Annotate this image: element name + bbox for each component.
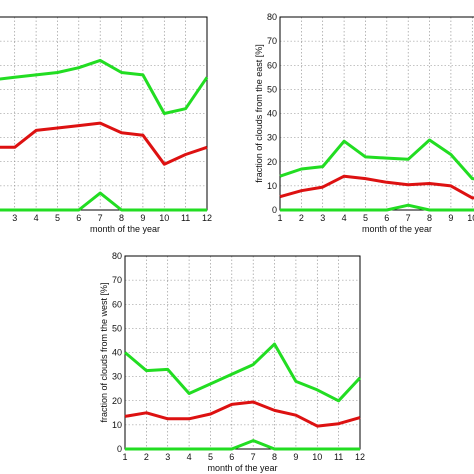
x-tick-label: 12: [202, 213, 212, 223]
x-tick-label: 3: [165, 452, 170, 462]
series-line-1: [124, 342, 362, 403]
y-axis-label: fraction of clouds from the west [%]: [99, 282, 109, 422]
series-line-2: [0, 121, 208, 166]
y-tick-label: 50: [112, 323, 122, 333]
x-axis-label: month of the year: [207, 463, 277, 473]
plot-frame: [279, 16, 474, 211]
series-line-3: [280, 203, 474, 212]
x-tick-label: 8: [272, 452, 277, 462]
x-tick-label: 5: [208, 452, 213, 462]
y-tick-label: 0: [272, 205, 277, 215]
y-tick-label: 10: [112, 420, 122, 430]
series-line-1: [0, 58, 209, 115]
x-tick-label: 10: [159, 213, 169, 223]
x-tick-label: 9: [293, 452, 298, 462]
x-tick-label: 4: [187, 452, 192, 462]
series-line-1: [279, 138, 474, 181]
x-axis-label: month of the year: [362, 224, 432, 234]
y-tick-label: 10: [267, 181, 277, 191]
x-tick-label: 3: [12, 213, 17, 223]
y-tick-label: 50: [267, 84, 277, 94]
x-tick-label: 11: [181, 213, 190, 223]
x-tick-label: 10: [312, 452, 322, 462]
series-line-3: [125, 439, 360, 451]
chart-panel-2: 1 2 3 4 5 6 7 8 9 10 0 10 20 30 40 50 60 70 80 month of the…: [254, 12, 474, 234]
x-tick-label: 4: [34, 213, 39, 223]
y-tick-label: 80: [112, 251, 122, 261]
x-tick-label: 5: [363, 213, 368, 223]
x-tick-label: 7: [98, 213, 103, 223]
x-axis-label: month of the year: [90, 224, 160, 234]
y-tick-label: 40: [112, 348, 122, 358]
x-tick-label: 6: [384, 213, 389, 223]
x-tick-label: 5: [55, 213, 60, 223]
x-tick-label: 6: [229, 452, 234, 462]
y-tick-label: 0: [117, 444, 122, 454]
x-tick-label: 8: [119, 213, 124, 223]
x-tick-label: 1: [277, 213, 282, 223]
y-tick-label: 60: [112, 299, 122, 309]
x-tick-label: 9: [448, 213, 453, 223]
x-tick-label: 3: [320, 213, 325, 223]
y-tick-label: 80: [267, 12, 277, 22]
x-tick-label: 12: [355, 452, 365, 462]
x-tick-label: 11: [334, 452, 343, 462]
series-line-2: [124, 400, 361, 428]
x-tick-label: 2: [299, 213, 304, 223]
y-tick-label: 30: [112, 372, 122, 382]
y-tick-label: 30: [267, 133, 277, 143]
series-line-2: [279, 174, 474, 200]
x-tick-label: 1: [122, 452, 127, 462]
x-tick-label: 4: [342, 213, 347, 223]
series-line-3: [0, 191, 207, 212]
y-tick-label: 20: [112, 396, 122, 406]
x-tick-label: 6: [76, 213, 81, 223]
y-axis-label: fraction of clouds from the east [%]: [254, 44, 264, 183]
plot-frame: [0, 16, 208, 211]
y-tick-label: 60: [267, 60, 277, 70]
x-tick-label: 7: [251, 452, 256, 462]
y-tick-label: 20: [267, 157, 277, 167]
x-tick-label: 9: [140, 213, 145, 223]
y-tick-label: 40: [267, 109, 277, 119]
y-tick-label: 70: [112, 275, 122, 285]
chart-panel-1: 3 4 5 6 7 8 9 10 11 12 month of the year: [0, 16, 212, 234]
x-tick-label: 8: [427, 213, 432, 223]
x-tick-label: 2: [144, 452, 149, 462]
x-tick-label: 7: [406, 213, 411, 223]
y-tick-label: 70: [267, 36, 277, 46]
x-tick-label: 10: [467, 213, 474, 223]
